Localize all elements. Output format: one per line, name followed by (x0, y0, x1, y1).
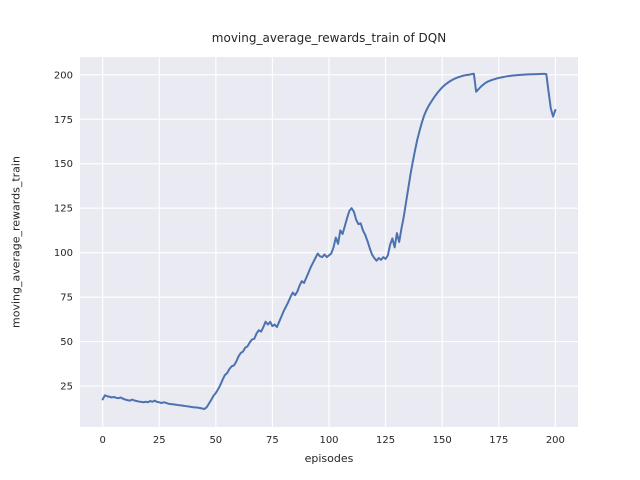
y-tick-label-0: 25 (60, 382, 73, 393)
y-tick-label-6: 175 (54, 115, 73, 126)
y-tick-label-5: 150 (54, 159, 73, 170)
x-tick-label-4: 100 (319, 435, 338, 446)
y-tick-label-2: 75 (60, 293, 73, 304)
x-tick-label-8: 200 (546, 435, 565, 446)
y-tick-label-3: 100 (54, 248, 73, 259)
x-axis-label: episodes (304, 452, 354, 465)
x-tick-label-0: 0 (99, 435, 105, 446)
x-tick-label-3: 75 (266, 435, 279, 446)
series-line-0 (101, 72, 557, 411)
y-tick-label-4: 125 (54, 204, 73, 215)
chart-title: moving_average_rewards_train of DQN (211, 31, 447, 45)
x-tick-label-1: 25 (153, 435, 166, 446)
y-tick-label-7: 200 (54, 70, 73, 81)
x-tick-label-6: 150 (433, 435, 452, 446)
x-tick-label-2: 50 (209, 435, 222, 446)
x-tick-label-5: 125 (376, 435, 395, 446)
x-tick-label-7: 175 (489, 435, 508, 446)
y-tick-label-1: 50 (60, 337, 73, 348)
y-axis-label: moving_average_rewards_train (9, 156, 23, 328)
